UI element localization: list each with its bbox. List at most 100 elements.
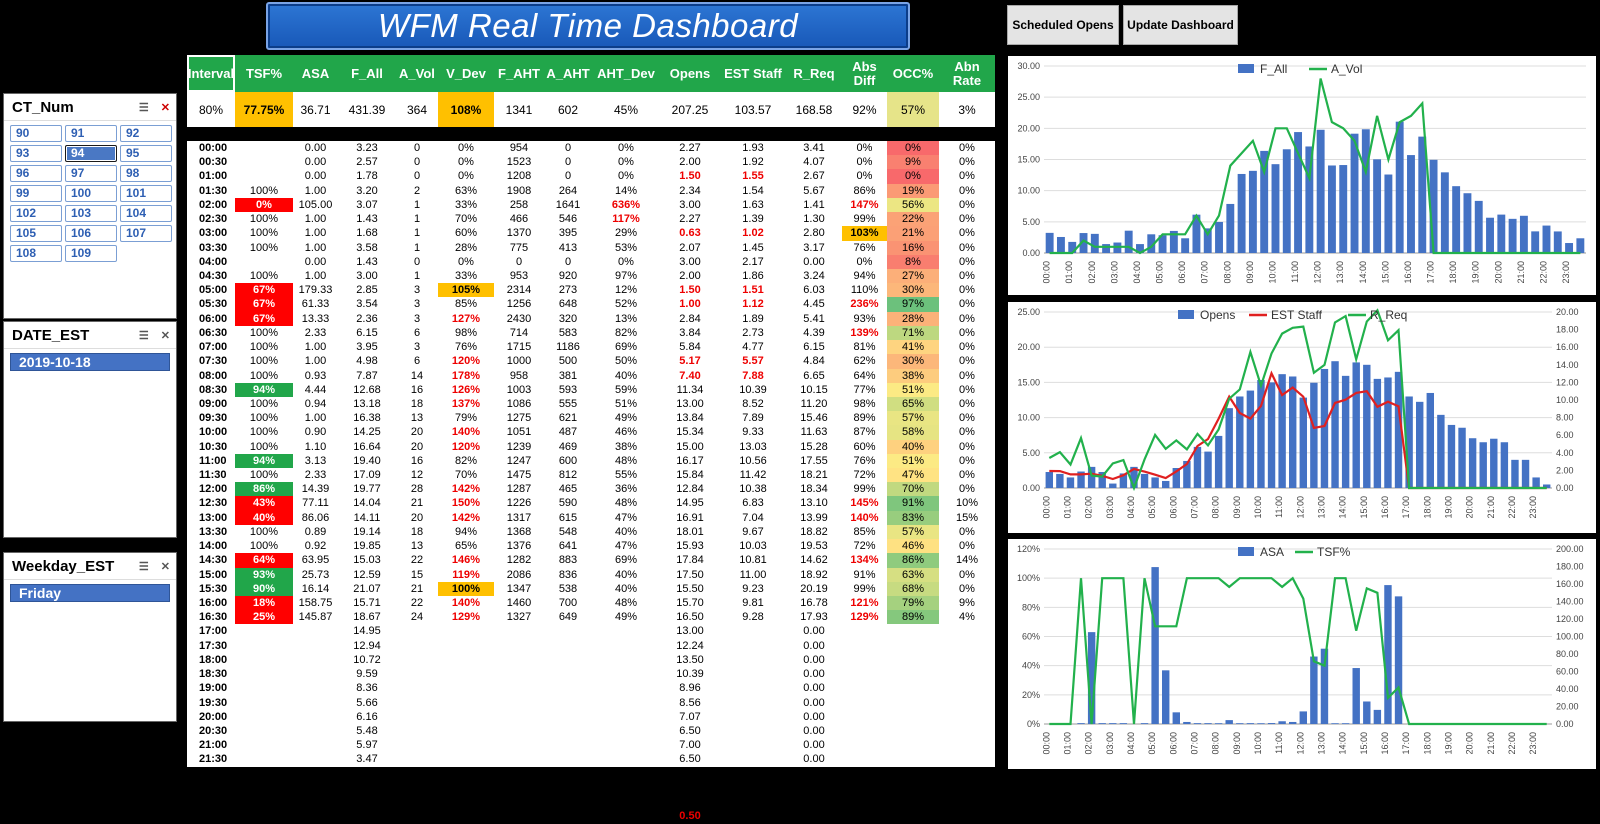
multi-select-icon[interactable]: ☰: [138, 560, 149, 573]
cell-rreq: 0.00: [803, 753, 825, 766]
x-tick-label: 08:00: [1222, 261, 1232, 284]
summary-header-cell: Abn Rate: [952, 58, 982, 88]
cell-t: 14:00: [199, 540, 228, 553]
cell-fall: 16.38: [353, 412, 381, 425]
cell-ahtdev: 52%: [614, 298, 638, 311]
cell-fall: 18.67: [353, 611, 381, 624]
slicer-item-ct[interactable]: 99: [10, 185, 62, 202]
bar: [1077, 471, 1085, 488]
scheduled-opens-button[interactable]: Scheduled Opens: [1007, 5, 1119, 45]
cell-rreq: 0.00: [803, 696, 825, 709]
cell-aaht: 0: [564, 170, 572, 183]
slicer-item-ct[interactable]: 91: [65, 125, 117, 142]
cell-tsf: [235, 667, 293, 681]
cell-occ: 30%: [887, 354, 939, 369]
slicer-item-ct[interactable]: 100: [65, 185, 117, 202]
slicer-item-ct[interactable]: 108: [10, 245, 62, 262]
slicer-item-ct[interactable]: 104: [120, 205, 172, 222]
cell-opens: 17.50: [676, 568, 704, 581]
cell-t: 15:30: [199, 582, 228, 595]
cell-tsf: [235, 781, 293, 795]
slicer-item-ct[interactable]: 98: [120, 165, 172, 182]
cell-avol: [396, 738, 438, 752]
cell-ahtdev: [592, 696, 660, 710]
update-dashboard-button[interactable]: Update Dashboard: [1123, 5, 1238, 45]
cell-est: 11.42: [739, 469, 767, 482]
cell-est: [720, 795, 786, 809]
slicer-item-ct[interactable]: 106: [65, 225, 117, 242]
cell-tsf: [235, 724, 293, 738]
cell-ahtdev: [592, 624, 660, 638]
slicer-item-ct[interactable]: 109: [65, 245, 117, 262]
cell-aaht: 1186: [556, 341, 580, 354]
clear-filter-icon[interactable]: ✕: [160, 329, 170, 342]
cell-opens: 3.00: [679, 255, 701, 268]
slicer-item-ct[interactable]: 90: [10, 125, 62, 142]
bar: [1183, 721, 1191, 724]
bar: [1172, 468, 1180, 488]
cell-abn: 0%: [959, 412, 975, 425]
clear-filter-icon[interactable]: ✕: [160, 560, 170, 573]
cell-tsf: 86%: [235, 482, 293, 497]
cell-ahtdev: 46%: [614, 426, 638, 439]
cell-abs: 91%: [853, 568, 876, 581]
summary-header-cell: TSF%: [245, 65, 283, 81]
slicer-item-ct[interactable]: 102: [10, 205, 62, 222]
slicer-item-date[interactable]: 2019-10-18: [10, 353, 170, 371]
bar: [1090, 233, 1099, 253]
cell-ahtdev: 51%: [614, 397, 638, 410]
multi-select-icon[interactable]: ☰: [138, 329, 149, 342]
slicer-item-ct[interactable]: 94: [65, 145, 117, 162]
bar: [1299, 397, 1307, 488]
x-tick-label: 00:00: [1041, 496, 1051, 519]
slicer-item-ct[interactable]: 101: [120, 185, 172, 202]
bar: [1140, 723, 1149, 724]
cell-tsf: 25%: [235, 610, 293, 625]
table-row: 21:30 3.47 6.50 0.00: [187, 752, 995, 766]
cell-opens: 15.34: [676, 426, 704, 439]
cell-est: 1.55: [742, 170, 764, 183]
slicer-item-ct[interactable]: 96: [10, 165, 62, 182]
cell-ahtdev: 59%: [614, 383, 638, 396]
cell-vdev: 82%: [454, 454, 478, 467]
cell-t: 00:30: [199, 156, 228, 169]
slicer-item-ct[interactable]: 95: [120, 145, 172, 162]
slicer-item-weekday[interactable]: Friday: [10, 584, 170, 602]
cell-vdev: 178%: [451, 369, 481, 382]
cell-t: 23:30: [199, 810, 228, 823]
weekday-est-slicer: Weekday_EST ☰ ✕ Friday: [3, 552, 177, 722]
cell-occ: [887, 809, 939, 823]
cell-faht: 466: [509, 213, 529, 226]
slicer-item-ct[interactable]: 92: [120, 125, 172, 142]
y-tick-label: 15.00: [1017, 377, 1040, 387]
bar: [1124, 230, 1133, 253]
slicer-item-ct[interactable]: 103: [65, 205, 117, 222]
table-row: 00:30 0.00 2.57 0 0% 1523 0 0% 2.00 1.92 4.07 0% 9% 0…: [187, 155, 995, 170]
cell-tsf: [235, 624, 293, 638]
cell-fall: 6.15: [356, 326, 378, 339]
cell-abn: 0%: [959, 582, 975, 595]
cell-asa: 0.00: [304, 156, 327, 169]
cell-vdev: 65%: [454, 540, 478, 553]
cell-t: 05:00: [199, 284, 228, 297]
slicer-item-ct[interactable]: 107: [120, 225, 172, 242]
slicer-item-ct[interactable]: 97: [65, 165, 117, 182]
cell-fall: 3.58: [356, 241, 378, 254]
legend-label: Opens: [1200, 308, 1235, 322]
table-row: 05:30 67% 61.33 3.54 3 85% 1256 648 52% 1.00 1.12 4…: [187, 297, 995, 312]
slicer-item-ct[interactable]: 93: [10, 145, 62, 162]
bar: [1162, 670, 1170, 724]
cell-fall: 19.14: [353, 525, 381, 538]
multi-select-icon[interactable]: ☰: [138, 101, 149, 114]
slicer-item-ct[interactable]: 105: [10, 225, 62, 242]
cell-est: 1.86: [742, 269, 764, 282]
cell-avol: [396, 653, 438, 667]
cell-fall: 14.95: [353, 625, 381, 638]
clear-filter-icon[interactable]: ✕: [160, 101, 170, 114]
bar: [1289, 376, 1297, 488]
cell-abn: [939, 667, 995, 681]
cell-tsf: 100%: [249, 369, 279, 382]
y-tick-label: 40%: [1022, 661, 1040, 671]
x-tick-label: 10:00: [1253, 732, 1263, 755]
cell-faht: 1247: [506, 454, 532, 467]
